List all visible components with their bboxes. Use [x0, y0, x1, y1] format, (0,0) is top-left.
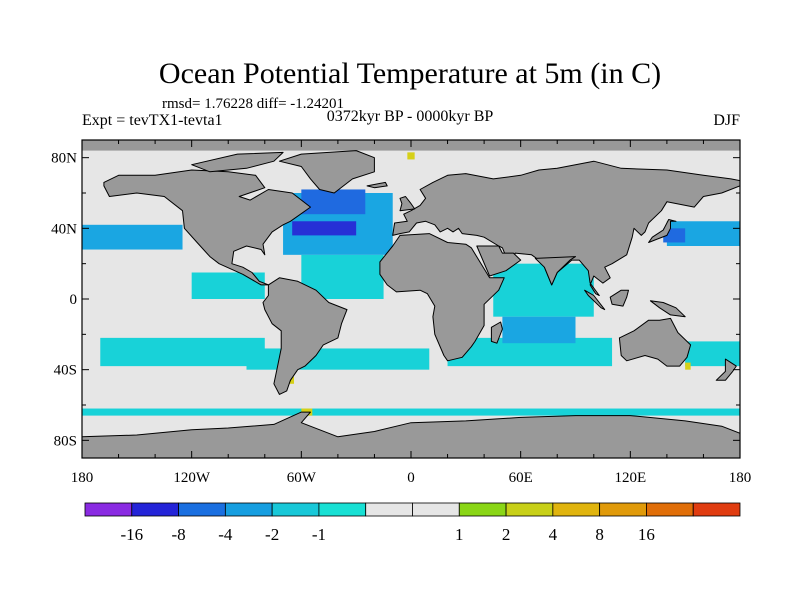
- anomaly-region-indian-ocean: [493, 263, 594, 317]
- colorbar-label: -1: [312, 525, 326, 544]
- x-tick-label: 60W: [287, 470, 317, 486]
- colorbar-label: 8: [595, 525, 604, 544]
- land-arabia: [476, 245, 522, 277]
- colorbar-label: -8: [171, 525, 185, 544]
- land-eurasia: [392, 160, 740, 296]
- colorbar-swatch: [458, 502, 507, 517]
- colorbar-swatch: [365, 502, 413, 517]
- y-tick-label: 80S: [54, 433, 77, 449]
- colorbar-swatch: [271, 502, 320, 517]
- land-iceland: [366, 181, 388, 189]
- land-japan: [648, 219, 677, 243]
- colorbar-swatch: [646, 502, 694, 517]
- y-tick-label: 40N: [51, 221, 77, 237]
- colorbar-swatch: [505, 502, 554, 517]
- anomaly-region-labrador-sea: [301, 189, 366, 215]
- y-tick-label: 80N: [51, 151, 77, 167]
- anomaly-region-warm-spot-arctic: [407, 152, 415, 160]
- x-tick-label: 120E: [614, 470, 646, 486]
- anomaly-region-warm-spot-australia: [685, 362, 691, 370]
- colorbar-swatch: [131, 502, 179, 517]
- land-south-america: [262, 277, 348, 395]
- land-sumatra: [584, 289, 606, 311]
- anomaly-region-south-ocean-band-pacific: [685, 341, 740, 367]
- colorbar-label: -16: [120, 525, 143, 544]
- land-new-zealand: [715, 358, 737, 381]
- land-india: [534, 256, 576, 286]
- anomaly-region-gulf-stream: [292, 221, 357, 236]
- stats-text: rmsd= 1.76228 diff= -1.24201: [162, 96, 344, 112]
- anomaly-region-antarctic-band: [82, 408, 740, 416]
- x-axis: 180 120W 60W 0 60E 120E 180: [71, 140, 752, 486]
- map-area: [81, 139, 741, 459]
- colorbar: -16 -8 -4 -2 -1 1 2 4 8 16: [84, 502, 741, 544]
- colorbar-label: 2: [502, 525, 511, 544]
- x-tick-label: 180: [71, 470, 94, 486]
- colorbar-swatch: [178, 502, 226, 517]
- colorbar-swatch: [692, 502, 741, 517]
- land-madagascar: [490, 321, 503, 344]
- anomaly-region-south-ocean-band-west: [100, 337, 265, 367]
- land-north-america: [103, 169, 311, 286]
- x-tick-label: 120W: [173, 470, 211, 486]
- colorbar-swatch: [412, 502, 460, 517]
- period-label: 0372kyr BP - 0000kyr BP: [327, 108, 494, 125]
- land-arctic-islands: [191, 151, 284, 173]
- season-label: DJF: [713, 112, 740, 129]
- land-borneo: [609, 289, 629, 307]
- land-australia: [618, 317, 692, 367]
- colorbar-swatch: [552, 502, 601, 517]
- colorbar-label: -4: [218, 525, 233, 544]
- land-uk: [399, 196, 416, 212]
- land-new-guinea: [649, 300, 686, 318]
- experiment-label: Expt = tevTX1-tevta1: [82, 112, 223, 129]
- x-tick-label: 60E: [509, 470, 533, 486]
- colorbar-swatch: [318, 502, 367, 517]
- land-greenland: [278, 150, 375, 194]
- colorbar-label: 1: [455, 525, 464, 544]
- anomaly-region-indian-ocean-south: [502, 316, 576, 344]
- chart-title: Ocean Potential Temperature at 5m (in C): [159, 57, 661, 90]
- y-tick-label: 0: [70, 292, 78, 308]
- land-africa: [379, 233, 505, 362]
- x-tick-label: 180: [729, 470, 752, 486]
- anomaly-region-north-pacific: [82, 224, 183, 250]
- colorbar-label: 16: [638, 525, 655, 544]
- colorbar-swatch: [599, 502, 647, 517]
- anomaly-region-south-ocean-band-mid: [246, 348, 430, 370]
- land-antarctica: [82, 411, 740, 458]
- y-tick-label: 40S: [54, 363, 77, 379]
- colorbar-swatch: [224, 502, 273, 517]
- y-axis: 80N 40N 0 40S 80S: [51, 151, 740, 449]
- colorbar-label: 4: [549, 525, 558, 544]
- colorbar-label: -2: [265, 525, 279, 544]
- colorbar-swatch: [84, 502, 133, 517]
- x-tick-label: 0: [407, 470, 415, 486]
